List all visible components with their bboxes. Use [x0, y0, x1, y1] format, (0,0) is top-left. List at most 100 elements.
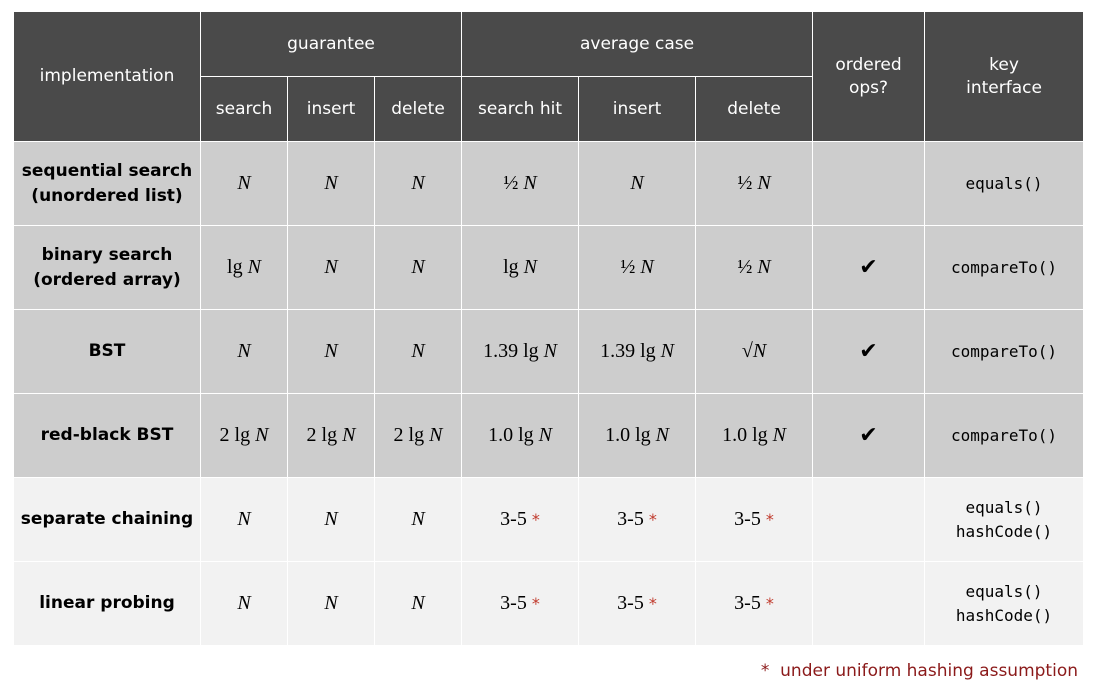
cost-coefficient: ½	[503, 172, 524, 194]
table-row: linear probing N N N 3-5 * 3-5 * 3-5 * equals()…	[13, 561, 1085, 646]
cost-cell: 1.0 lg N	[695, 393, 814, 478]
footnote-text: under uniform hashing assumption	[780, 661, 1078, 681]
cost-variable: N	[255, 424, 269, 446]
cost-variable: N	[324, 340, 338, 362]
cost-cell: N	[287, 477, 375, 562]
cost-cell: N	[373, 309, 463, 394]
cost-coefficient: 3-5	[500, 592, 527, 614]
cost-cell: N	[200, 141, 288, 226]
cost-cell: 3-5 *	[461, 477, 580, 562]
cost-coefficient: 3-5	[734, 592, 761, 614]
header-guarantee-search: search	[200, 76, 288, 142]
cost-cell: N	[200, 309, 288, 394]
hashing-assumption-star: *	[765, 510, 774, 529]
key-interface-cell: equals() hashCode()	[924, 477, 1085, 562]
cost-cell: √N	[695, 309, 814, 394]
ordered-ops-cell: ✔	[812, 225, 926, 310]
cost-coefficient: 3-5	[617, 592, 644, 614]
header-guarantee-insert: insert	[287, 76, 375, 142]
cost-coefficient: ½	[737, 256, 758, 278]
cost-cell: ½ N	[578, 225, 697, 310]
cost-cell: N	[373, 477, 463, 562]
key-method: hashCode()	[955, 605, 1053, 625]
cost-variable: N	[237, 172, 251, 194]
cost-cell: ½ N	[695, 141, 814, 226]
key-method: equals()	[965, 497, 1043, 517]
cost-variable: N	[772, 424, 786, 446]
symbol-table-summary: implementation guarantee average case or…	[13, 11, 1085, 646]
cost-variable: N	[411, 256, 425, 278]
cost-cell: 3-5 *	[695, 477, 814, 562]
cost-variable: N	[757, 172, 771, 194]
cost-variable: N	[247, 256, 261, 278]
key-method: equals()	[965, 173, 1043, 193]
header-average-insert: insert	[578, 76, 697, 142]
implementation-label: (unordered list)	[31, 185, 183, 206]
header-key-interface: key interface	[924, 11, 1085, 142]
hashing-assumption-star: *	[531, 510, 540, 529]
cost-coefficient: 2 lg	[393, 424, 430, 446]
cost-cell: 3-5 *	[578, 561, 697, 646]
cost-cell: 1.0 lg N	[461, 393, 580, 478]
cost-variable: N	[324, 256, 338, 278]
cost-coefficient: 1.0 lg	[605, 424, 656, 446]
key-method: equals()	[965, 581, 1043, 601]
hashing-assumption-star: *	[648, 510, 657, 529]
cost-coefficient: 2 lg	[219, 424, 256, 446]
table-row: separate chaining N N N 3-5 * 3-5 * 3-5 * equal…	[13, 477, 1085, 562]
implementation-label: linear probing	[39, 593, 175, 613]
cost-variable: N	[757, 256, 771, 278]
cost-cell: 2 lg N	[200, 393, 288, 478]
cost-coefficient: lg	[503, 256, 524, 278]
cost-cell: N	[287, 561, 375, 646]
cost-coefficient: lg	[227, 256, 248, 278]
cost-variable: N	[655, 424, 669, 446]
ordered-ops-cell: ✔	[812, 393, 926, 478]
cost-cell: N	[287, 225, 375, 310]
implementation-label: binary search	[41, 244, 173, 265]
key-method: compareTo()	[951, 425, 1057, 445]
cost-coefficient: 1.39 lg	[600, 340, 661, 362]
ordered-ops-cell	[812, 561, 926, 646]
cost-variable: N	[411, 172, 425, 194]
cost-coefficient: ½	[620, 256, 641, 278]
header-average-case: average case	[461, 11, 814, 77]
cost-variable: N	[538, 424, 552, 446]
key-interface-cell: equals() hashCode()	[924, 561, 1085, 646]
header-guarantee: guarantee	[199, 11, 463, 77]
cost-cell: N	[578, 141, 697, 226]
cost-cell: 2 lg N	[373, 393, 463, 478]
checkmark-icon: ✔	[859, 255, 878, 280]
cost-cell: 3-5 *	[695, 561, 814, 646]
checkmark-icon: ✔	[859, 423, 878, 448]
cost-cell: ½ N	[695, 225, 814, 310]
key-method: compareTo()	[951, 257, 1057, 277]
cost-variable: N	[660, 340, 674, 362]
cost-cell: N	[200, 561, 288, 646]
implementation-label: (ordered array)	[33, 269, 181, 290]
cost-cell: N	[287, 141, 375, 226]
cost-variable: N	[543, 340, 557, 362]
ordered-ops-cell	[812, 477, 926, 562]
implementation-cell: linear probing	[13, 561, 201, 646]
header-key-interface-line1: key	[989, 54, 1019, 75]
implementation-cell: BST	[13, 309, 201, 394]
cost-cell: 3-5 *	[578, 477, 697, 562]
ordered-ops-cell	[812, 141, 926, 226]
implementation-label: sequential search	[21, 160, 193, 181]
cost-cell: 2 lg N	[287, 393, 375, 478]
cost-cell: 3-5 *	[461, 561, 580, 646]
cost-cell: 1.0 lg N	[578, 393, 697, 478]
header-average-search-hit: search hit	[461, 76, 580, 142]
cost-cell: ½ N	[461, 141, 580, 226]
cost-cell: N	[200, 477, 288, 562]
checkmark-icon: ✔	[859, 339, 878, 364]
cost-coefficient: 1.0 lg	[722, 424, 773, 446]
cost-coefficient: √	[741, 340, 753, 362]
key-method: compareTo()	[951, 341, 1057, 361]
key-interface-cell: compareTo()	[924, 393, 1085, 478]
cost-variable: N	[411, 340, 425, 362]
cost-coefficient: 2 lg	[306, 424, 343, 446]
